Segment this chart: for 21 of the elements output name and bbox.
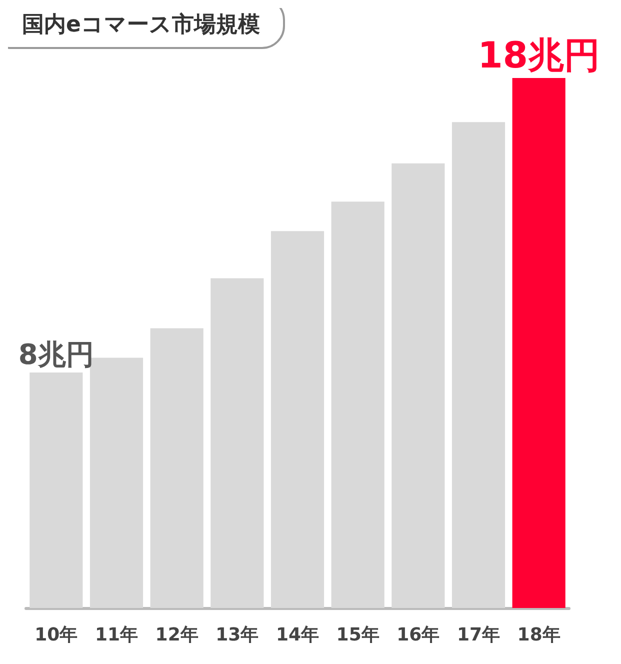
bar [30,372,83,608]
bar [331,202,384,608]
x-tick-label: 17年 [456,624,500,646]
bar [512,78,566,608]
bar [90,358,144,608]
x-tick-label: 14年 [276,624,320,646]
bar [452,122,506,608]
x-tick-label: 13年 [216,624,259,646]
x-tick-label: 12年 [155,624,198,646]
data-label: 18兆円 [478,36,600,76]
x-tick-label: 11年 [94,624,138,646]
x-tick-label: 15年 [336,624,380,646]
bar [392,163,445,608]
chart-title: 国内eコマース市場規模 [22,12,260,38]
x-tick-label: 10年 [34,624,78,646]
data-label: 8兆円 [18,338,94,371]
bar [210,278,264,608]
x-tick-label: 16年 [396,624,440,646]
bar [150,328,204,608]
x-tick-label: 18年 [517,624,560,646]
bar [270,231,324,608]
